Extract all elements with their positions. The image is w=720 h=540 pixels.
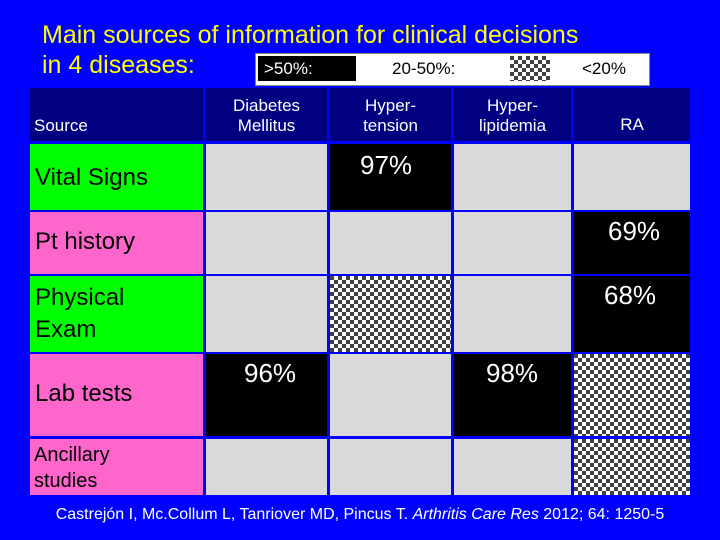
cell-lab-hypertension	[330, 354, 451, 436]
header-ra-label: RA	[620, 115, 644, 134]
header-source-label: Source	[34, 116, 88, 135]
value-history-ra: 69%	[608, 216, 661, 246]
header-diabetes-line2: Mellitus	[237, 116, 296, 135]
cell-exam-hyperlipidemia	[454, 276, 571, 352]
legend-high-swatch	[258, 56, 356, 81]
cell-exam-hypertension	[330, 276, 451, 352]
legend-high-label: >50%:	[264, 59, 313, 78]
legend-mid-label: 20-50%:	[392, 59, 456, 78]
cell-history-hyperlipidemia	[454, 212, 571, 274]
citation-journal: Arthritis Care Res	[412, 506, 539, 523]
row-label-physical-exam-line1: Physical	[35, 284, 125, 311]
cell-ancillary-hyperlipidemia	[454, 439, 571, 495]
citation: Castrejón I, Mc.Collum L, Tanriover MD, …	[0, 503, 720, 527]
header-ra: RA	[574, 88, 690, 141]
row-label-ancillary-line2: studies	[34, 470, 98, 492]
header-hypertension-line2: tension	[363, 116, 418, 135]
row-label-pt-history: Pt history	[30, 212, 203, 274]
row-label-physical-exam: Physical Exam	[30, 276, 203, 352]
cell-history-diabetes	[206, 212, 327, 274]
row-label-ancillary-line1: Ancillary	[34, 444, 110, 466]
cell-vital-diabetes	[206, 144, 327, 210]
value-lab-hyperlipidemia: 98%	[486, 358, 539, 388]
cell-ancillary-diabetes	[206, 439, 327, 495]
value-lab-diabetes: 96%	[244, 358, 297, 388]
title-line-1: Main sources of information for clinical…	[42, 21, 579, 49]
header-source: Source	[30, 88, 203, 141]
citation-details: 2012; 64: 1250-5	[538, 506, 665, 523]
cell-ancillary-hypertension	[330, 439, 451, 495]
legend-low-label: <20%	[582, 59, 626, 78]
slide-title: Main sources of information for clinical…	[42, 20, 578, 80]
row-label-physical-exam-line2: Exam	[35, 316, 97, 343]
cell-lab-hyperlipidemia: 98%	[454, 354, 571, 436]
value-vital-hypertension: 97%	[360, 150, 413, 180]
cell-exam-diabetes	[206, 276, 327, 352]
cell-lab-diabetes: 96%	[206, 354, 327, 436]
cell-ancillary-ra	[574, 439, 690, 495]
cell-lab-ra	[574, 354, 690, 436]
legend-mid-swatch	[510, 56, 550, 81]
cell-vital-ra	[574, 144, 690, 210]
cell-vital-hyperlipidemia	[454, 144, 571, 210]
cell-exam-ra: 68%	[574, 276, 690, 352]
row-label-vital-signs: Vital Signs	[30, 144, 203, 210]
header-hypertension: Hyper- tension	[330, 88, 451, 141]
header-hypertension-line1: Hyper-	[364, 96, 416, 115]
cell-history-hypertension	[330, 212, 451, 274]
header-diabetes-line1: Diabetes	[232, 96, 301, 115]
header-hyperlipidemia-line1: Hyper-	[486, 96, 538, 115]
cell-vital-hypertension: 97%	[330, 144, 451, 210]
row-label-lab-tests: Lab tests	[30, 354, 203, 436]
cell-history-ra: 69%	[574, 212, 690, 274]
citation-authors: Castrejón I, Mc.Collum L, Tanriover MD, …	[55, 506, 413, 523]
header-diabetes: Diabetes Mellitus	[206, 88, 327, 141]
header-hyperlipidemia: Hyper- lipidemia	[454, 88, 571, 141]
header-hyperlipidemia-line2: lipidemia	[478, 116, 547, 135]
value-exam-ra: 68%	[604, 280, 657, 310]
title-line-2: in 4 diseases:	[42, 51, 195, 79]
row-label-ancillary: Ancillary studies	[30, 439, 203, 495]
